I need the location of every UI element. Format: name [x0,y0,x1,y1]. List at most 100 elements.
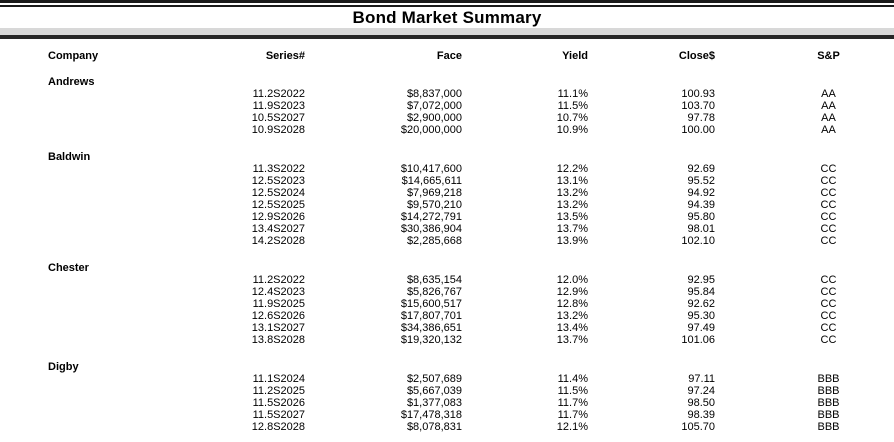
column-header-sp: S&P [817,50,840,62]
column-header-yield: Yield [562,50,588,62]
yield-cell: 11.4% [557,373,588,385]
bond-row: 13.4S2027 $30,386,904 13.7% 98.01 CC [0,223,894,235]
yield-cell: 12.1% [556,421,588,433]
company-spacer-cell [0,421,165,433]
company-spacer-cell [0,175,165,187]
bond-row: 11.2S2022 $8,635,154 12.0% 92.95 CC [0,274,894,286]
company-spacer-cell [0,409,165,421]
bond-row: 12.8S2028 $8,078,831 12.1% 105.70 BBB [0,421,894,433]
sp-rating-cell: AA [821,124,836,136]
series-cell: 13.8S2028 [251,334,305,346]
sp-rating-cell: CC [820,334,837,346]
yield-cell: 10.7% [556,112,588,124]
yield-cell: 13.2% [556,187,588,199]
yield-cell: 10.9% [556,124,588,136]
company-spacer-cell [0,223,165,235]
close-cell: 95.30 [687,310,715,322]
sp-rating-cell: CC [820,286,837,298]
face-cell: $10,417,600 [400,163,462,175]
series-cell: 12.4S2023 [251,286,305,298]
series-cell: 13.4S2027 [251,223,305,235]
bond-row: 14.2S2028 $2,285,668 13.9% 102.10 CC [0,235,894,247]
yield-cell: 11.7% [557,409,588,421]
title-band: Bond Market Summary [0,7,894,28]
series-cell: 11.9S2023 [252,100,305,112]
series-cell: 12.5S2023 [251,175,305,187]
yield-cell: 11.5% [557,100,588,112]
company-spacer-cell [0,100,165,112]
close-cell: 98.39 [687,409,715,421]
bond-row: 12.5S2023 $14,665,611 13.1% 95.52 CC [0,175,894,187]
face-cell: $30,386,904 [400,223,462,235]
bond-market-summary-page: Bond Market Summary Company Series# Face… [0,0,894,433]
company-spacer-cell [0,298,165,310]
sp-rating-cell: BBB [817,373,840,385]
company-row: Chester [0,247,894,274]
close-cell: 100.00 [681,124,715,136]
company-name: Andrews [48,76,95,88]
close-cell: 97.49 [687,322,715,334]
top-rule-gap [0,3,894,5]
sp-rating-cell: CC [820,187,837,199]
face-cell: $14,272,791 [400,211,462,223]
company-spacer-cell [0,397,165,409]
close-cell: 97.24 [687,385,715,397]
title-divider-band [0,28,894,35]
close-cell: 102.10 [681,235,715,247]
face-cell: $17,807,701 [400,310,462,322]
company-spacer-cell [0,88,165,100]
face-cell: $5,667,039 [406,385,462,397]
company-spacer-cell [0,199,165,211]
company-spacer-cell [0,385,165,397]
close-cell: 101.06 [681,334,715,346]
sp-rating-cell: AA [821,112,836,124]
bond-row: 11.2S2022 $8,837,000 11.1% 100.93 AA [0,88,894,100]
bond-row: 12.4S2023 $5,826,767 12.9% 95.84 CC [0,286,894,298]
face-cell: $7,969,218 [406,187,462,199]
company-spacer-cell [0,235,165,247]
sp-rating-cell: CC [820,235,837,247]
column-header-face: Face [436,50,462,62]
company-name: Digby [48,361,79,373]
series-cell: 11.2S2025 [252,385,305,397]
bond-row: 12.6S2026 $17,807,701 13.2% 95.30 CC [0,310,894,322]
company-spacer-cell [0,163,165,175]
face-cell: $8,078,831 [406,421,462,433]
company-spacer-cell [0,112,165,124]
close-cell: 98.50 [687,397,715,409]
bond-table: Company Series# Face Yield Close$ S&P An… [0,39,894,433]
close-cell: 100.93 [681,88,715,100]
bond-row: 11.5S2027 $17,478,318 11.7% 98.39 BBB [0,409,894,421]
company-spacer-cell [0,310,165,322]
series-cell: 12.9S2026 [251,211,305,223]
sp-rating-cell: CC [820,163,837,175]
series-cell: 11.5S2026 [252,397,305,409]
face-cell: $7,072,000 [406,100,462,112]
bond-row: 12.9S2026 $14,272,791 13.5% 95.80 CC [0,211,894,223]
face-cell: $8,837,000 [406,88,462,100]
face-cell: $5,826,767 [406,286,462,298]
series-cell: 10.5S2027 [251,112,305,124]
company-row: Digby [0,346,894,373]
close-cell: 94.39 [687,199,715,211]
yield-cell: 11.1% [557,88,588,100]
bond-row: 13.8S2028 $19,320,132 13.7% 101.06 CC [0,334,894,346]
bond-row: 13.1S2027 $34,386,651 13.4% 97.49 CC [0,322,894,334]
yield-cell: 13.7% [556,223,588,235]
series-cell: 11.3S2022 [252,163,305,175]
series-cell: 12.5S2024 [251,187,305,199]
close-cell: 94.92 [687,187,715,199]
sp-rating-cell: BBB [817,385,840,397]
bond-row: 11.2S2025 $5,667,039 11.5% 97.24 BBB [0,385,894,397]
company-spacer-cell [0,124,165,136]
face-cell: $14,665,611 [401,175,462,187]
face-cell: $34,386,651 [400,322,462,334]
close-cell: 92.69 [687,163,715,175]
series-cell: 11.9S2025 [252,298,305,310]
report-title: Bond Market Summary [352,8,542,27]
close-cell: 105.70 [681,421,715,433]
yield-cell: 13.4% [556,322,588,334]
face-cell: $8,635,154 [406,274,462,286]
sp-rating-cell: CC [820,310,837,322]
sp-rating-cell: AA [821,100,836,112]
